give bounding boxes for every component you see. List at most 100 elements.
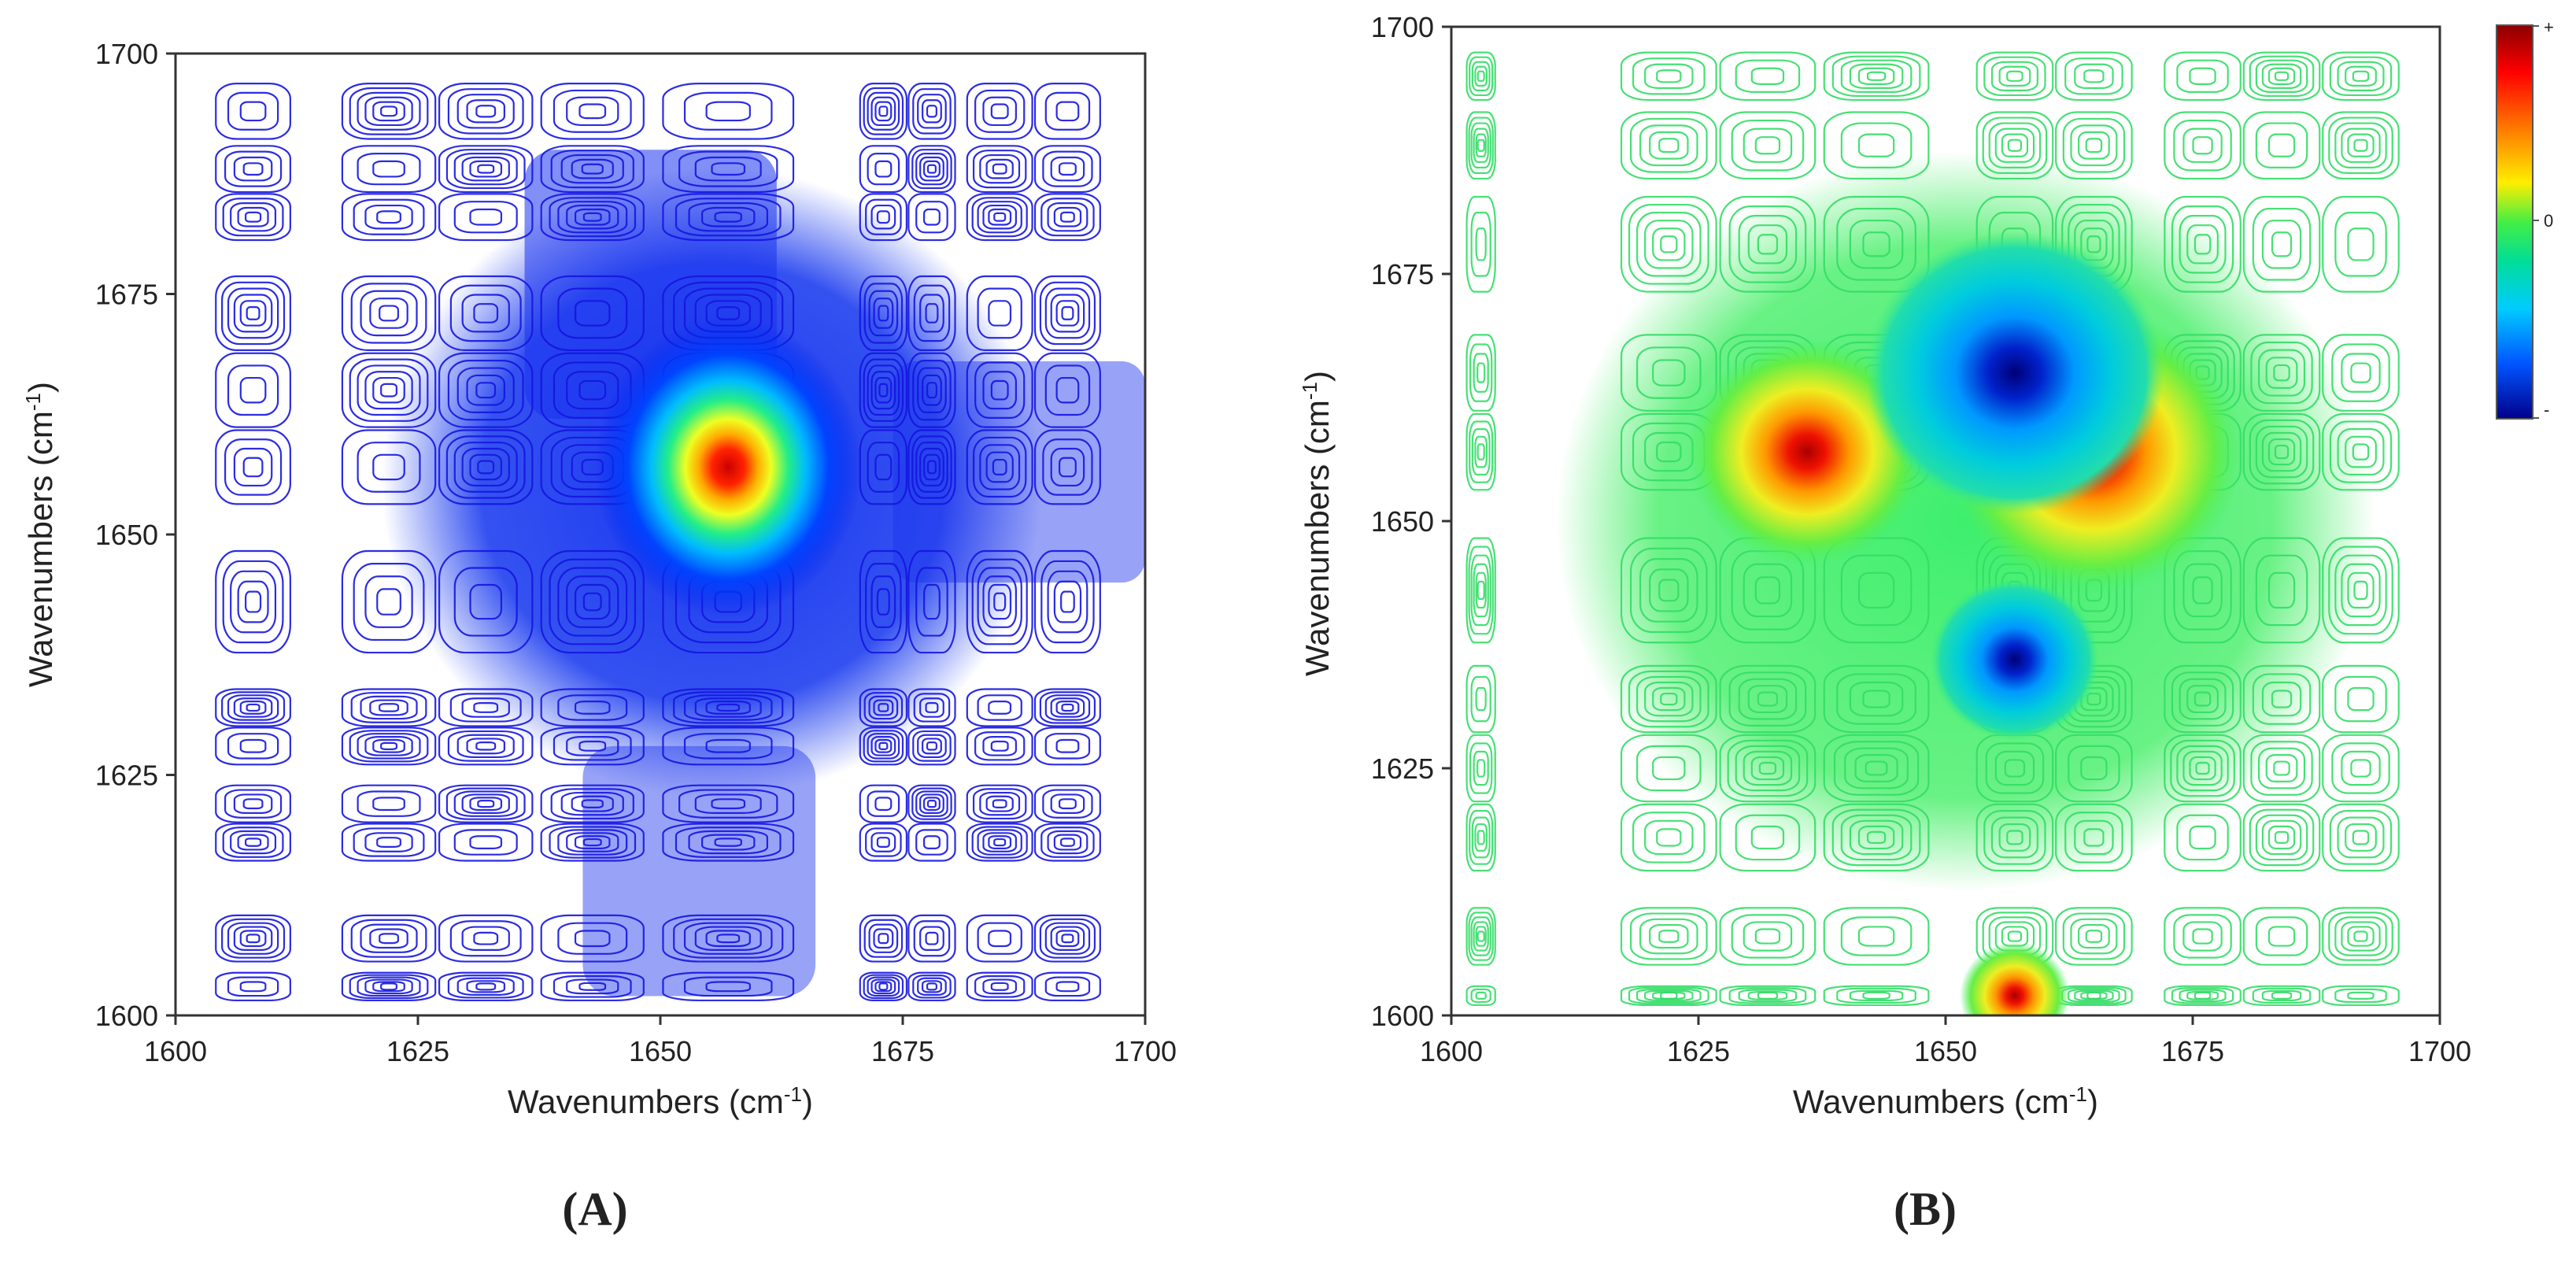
contour-line: [233, 447, 273, 487]
contour-line: [674, 198, 782, 237]
contour-line: [360, 695, 418, 720]
contour-line: [2186, 685, 2219, 714]
contour-line: [2189, 825, 2216, 850]
contour-line: [553, 975, 632, 998]
contour-line: [2249, 55, 2315, 98]
contour-line: [988, 208, 1012, 226]
contour-line: [662, 971, 795, 1002]
contour-line: [2350, 759, 2371, 778]
contour-line: [1823, 803, 1930, 872]
contour-line: [1652, 227, 1686, 261]
contour-line: [557, 922, 628, 955]
contour-line: [926, 382, 937, 399]
contour-line: [230, 570, 277, 634]
contour-line: [926, 982, 937, 991]
contour-line: [870, 978, 896, 995]
contour-line: [438, 823, 534, 862]
contour-line: [540, 145, 645, 194]
contour-line: [1652, 756, 1686, 781]
contour-line: [2242, 195, 2321, 293]
contour-line: [1471, 816, 1491, 859]
contour-line: [2322, 195, 2400, 293]
contour-line: [2271, 231, 2293, 257]
contour-line: [1823, 985, 1930, 1007]
contour-line: [1475, 991, 1487, 1000]
contour-line: [1039, 918, 1096, 959]
contour-line: [445, 149, 526, 190]
contour-line: [1652, 686, 1686, 712]
contour-line: [874, 376, 893, 404]
contour-line: [1470, 916, 1491, 956]
contour-line: [923, 208, 941, 226]
contour-line: [244, 838, 262, 847]
contour-line: [1757, 691, 1779, 707]
contour-line: [540, 727, 645, 766]
contour-line: [364, 204, 413, 230]
contour-line: [461, 156, 510, 182]
contour-line: [2074, 819, 2114, 856]
contour-line: [578, 982, 607, 991]
contour-lines-a: [215, 83, 1101, 1002]
contour-line: [2331, 742, 2390, 794]
contour-line: [2271, 690, 2293, 708]
contour-line: [560, 153, 624, 184]
contour-line: [1719, 907, 1817, 966]
contour-line: [364, 832, 413, 852]
contour-line: [988, 300, 1012, 327]
contour-line: [557, 287, 628, 339]
contour-line: [438, 914, 534, 963]
contour-line: [868, 695, 899, 720]
contour-line: [372, 101, 405, 122]
contour-line: [1465, 803, 1496, 872]
contour-line: [1039, 281, 1096, 346]
contour-line: [341, 727, 437, 766]
contour-line: [1644, 63, 1694, 89]
contour-line: [571, 158, 614, 179]
colorbar: + 0 -: [2496, 17, 2554, 420]
contour-line: [1620, 734, 1717, 803]
contour-line: [447, 730, 524, 762]
panel-label-a: (A): [562, 1183, 627, 1235]
contour-line: [992, 163, 1007, 175]
contour-line: [553, 731, 632, 761]
contour-line: [466, 374, 505, 406]
contour-line: [2274, 444, 2290, 460]
contour-line: [1743, 921, 1793, 952]
contour-line: [926, 741, 937, 751]
contour-line: [2273, 364, 2290, 382]
contour-line: [549, 558, 637, 645]
contour-line: [2242, 734, 2321, 803]
contour-line: [553, 89, 632, 133]
contour-line: [453, 442, 518, 493]
contour-line: [2164, 664, 2242, 734]
contour-line: [873, 928, 894, 949]
contour-line: [993, 212, 1007, 222]
contour-line: [1055, 376, 1080, 404]
contour-line: [867, 364, 900, 416]
contour-line: [1469, 742, 1493, 794]
contour-line: [2070, 124, 2118, 167]
contour-line: [364, 736, 413, 756]
contour-line: [549, 826, 637, 859]
contour-line: [244, 211, 262, 223]
contour-line: [2173, 914, 2232, 959]
contour-line: [1743, 750, 1793, 786]
contour-line: [867, 91, 900, 131]
contour-line: [662, 823, 795, 862]
contour-line: [2086, 235, 2101, 253]
contour-line: [239, 101, 267, 122]
contour-line: [985, 158, 1014, 179]
contour-line: [2189, 67, 2216, 85]
contour-line: [449, 920, 522, 957]
contour-line: [215, 971, 291, 1002]
contour-line: [1750, 67, 1785, 85]
contour-line: [2334, 675, 2387, 723]
contour-line: [1658, 138, 1680, 153]
contour-line: [582, 592, 602, 612]
contour-line: [876, 210, 890, 224]
contour-line: [1468, 116, 1494, 174]
contour-line: [2192, 928, 2213, 945]
contour-line: [1735, 59, 1801, 93]
panel-a: 1600 1625 1650 1675 1700 1600 1625 1650 1675 170…: [21, 38, 1177, 1235]
contour-line: [2182, 563, 2223, 618]
